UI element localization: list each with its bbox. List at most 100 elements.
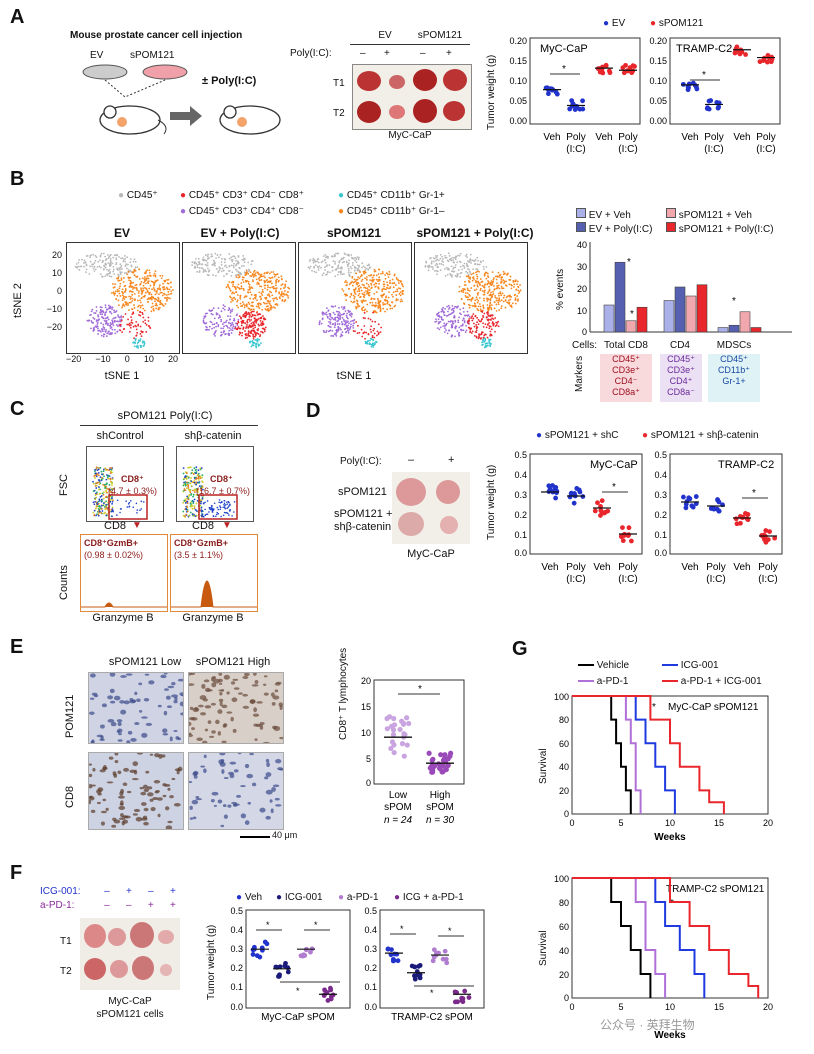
tsne-plot-spom [298,242,412,354]
xlabel: (I:C) [758,574,777,585]
cell-nucleus [240,785,246,788]
data-point [324,990,330,995]
tsne-point [325,329,328,332]
tsne-point [496,287,499,289]
xlabel: Poly [706,562,725,573]
cell-nucleus [223,814,228,819]
tsne-point [261,275,263,278]
tsne-point [350,271,352,274]
bar [674,286,686,333]
facs-point [140,500,143,503]
survival-chart-bottom: TRAMP-C2 sPOM121 * 100 80 60 40 20 0 0 5… [554,874,773,1041]
tsne-point [128,279,131,282]
tsne-title-2: sPOM121 [326,226,382,240]
tsne-point [342,318,345,321]
tsne-point [322,311,325,314]
tsne-point [244,279,247,282]
cell-nucleus [154,791,160,794]
tsne-point [169,293,172,295]
tsne-point [321,260,324,263]
facs-point [182,501,185,504]
tsne-point [388,270,391,273]
tsne-point [144,319,147,322]
tsne-point [445,266,448,269]
tsne-point [129,295,132,298]
xlabel: Veh [595,132,612,143]
cell-nucleus [272,784,280,788]
tsne-point [109,262,112,265]
tsne-point [370,286,373,289]
tsne-point [284,290,286,292]
d-row1: sPOM121 [338,486,387,498]
tsne-point [241,278,244,281]
data-point [685,87,691,93]
tsne-point [448,313,451,316]
tsne-point [354,305,357,308]
tsne-point [118,287,121,290]
ytick: 0.00 [509,116,527,126]
data-point [391,742,397,748]
tsne-point [154,300,156,303]
tsne-point [425,260,428,263]
xlabel: Veh [593,562,610,573]
tsne-point [516,295,518,297]
tsne-point [489,299,492,302]
tsne-point [143,276,146,278]
tsne-point [481,311,484,313]
facs-point [226,507,228,510]
cell-nucleus [167,820,173,824]
tsne-point [103,326,106,329]
panel-d-label: D [306,400,321,422]
tsne-point [312,261,315,264]
tsne-point [348,328,351,331]
facs-point [100,498,103,501]
tsne-point [112,265,115,268]
tsne-point [322,255,325,258]
tsne-point [198,263,201,265]
cell-nucleus [91,692,98,696]
tsne-point [469,331,471,334]
tsne-point [341,331,344,334]
tsne-point [344,328,346,331]
tsne-point [363,272,366,274]
tsne-point [435,269,438,272]
facs-point [94,494,97,496]
tsne-point [93,312,95,314]
facs-point [201,486,204,489]
tsne-point [512,286,515,288]
tsne-point [504,299,507,301]
d-chart2-frame [669,453,783,555]
data-point [416,963,422,969]
data-point [384,726,390,732]
xtick: 0 [569,818,574,828]
tsne-point [134,284,137,287]
tsne-point [94,254,97,257]
tsne-point [490,328,493,331]
data-point [627,65,633,70]
tsne-point [370,325,373,328]
gate2-title: CD8⁺ [210,474,233,484]
tsne-point [258,277,260,280]
tsne-point [138,278,141,280]
tsne-point [386,284,389,287]
tsne-point [456,261,459,263]
tsne-point [220,320,223,323]
ytick: 0 [366,778,371,788]
tsne-point [236,300,238,303]
tsne-point [455,306,458,309]
tsne-point [517,292,520,295]
tsne-point [108,333,111,335]
tsne-point [123,298,126,300]
e-frame [373,679,465,785]
tsne-point [342,313,345,316]
facs-point [213,502,216,505]
ytick: 0.20 [509,36,527,46]
tsne-point [463,321,466,324]
tsne-point [476,270,479,273]
cell-nucleus [259,725,264,730]
tsne-point [510,287,513,290]
tsne-point [117,275,120,277]
bar [717,327,729,333]
cell-nucleus [270,692,275,697]
cell-nucleus [157,704,162,708]
